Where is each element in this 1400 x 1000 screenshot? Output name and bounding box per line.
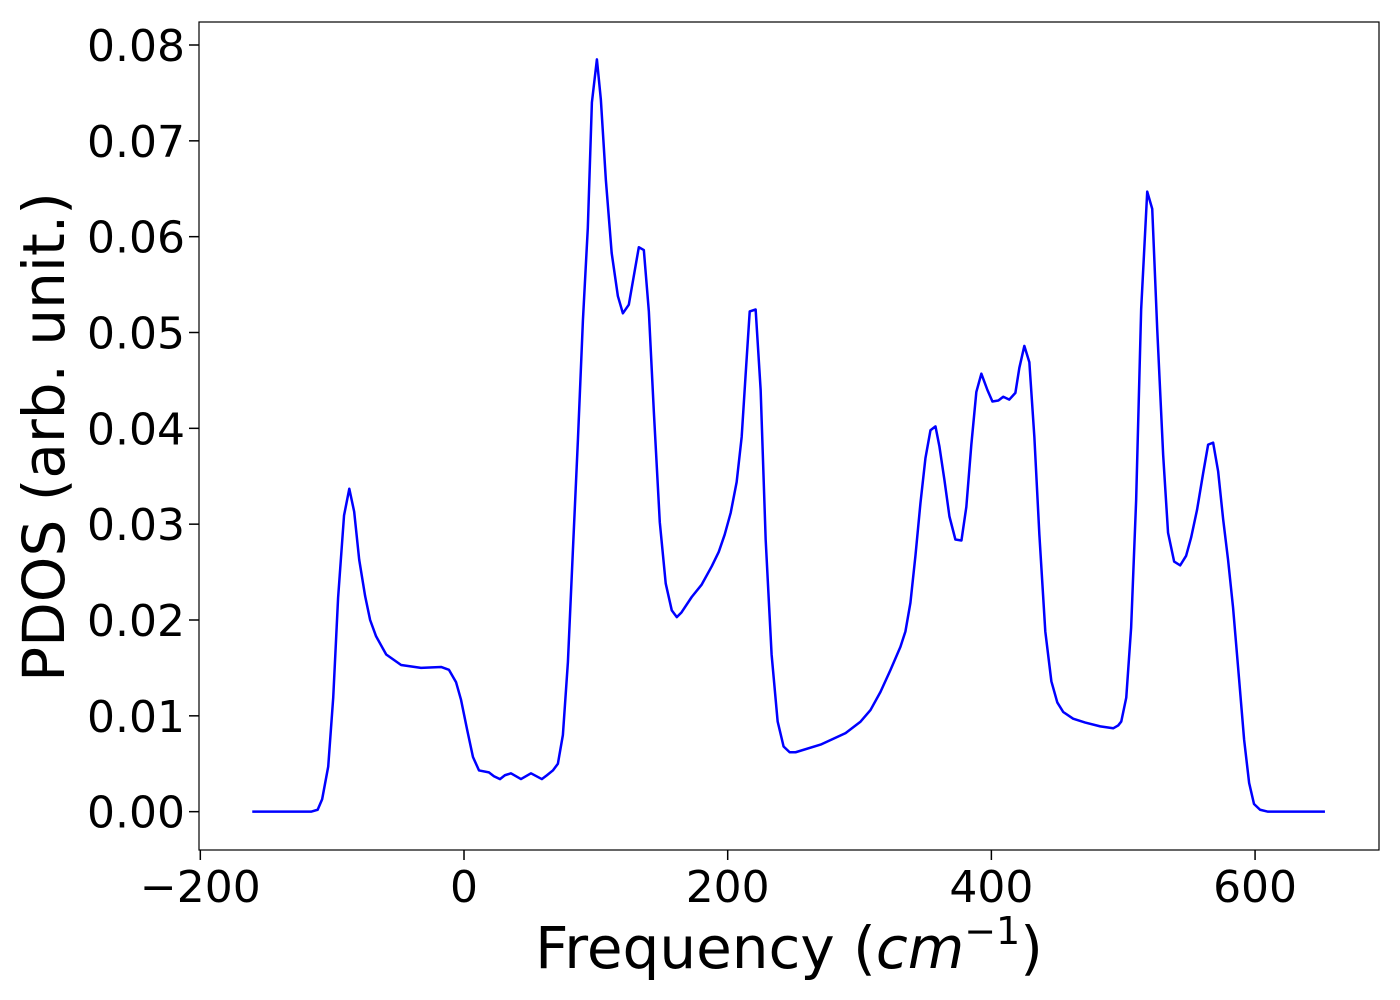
x-label-superscript: −1 [964,909,1020,953]
x-tick-label: 400 [949,862,1033,913]
x-tick-label: 0 [450,862,478,913]
y-tick-label: 0.00 [87,788,185,839]
y-axis-label: PDOS (arb. unit.) [10,192,78,682]
x-axis-label: Frequency (cm−1) [535,909,1043,982]
data-line [252,58,1325,813]
y-tick-label: 0.06 [87,213,185,264]
y-tick-label: 0.07 [87,117,185,168]
x-label-text: Frequency ( [535,914,876,982]
y-tick-label: 0.08 [87,21,185,72]
x-tick-label: 600 [1213,862,1297,913]
y-tick-label: 0.03 [87,500,185,551]
x-label-text: ) [1020,914,1043,982]
y-tick-label: 0.04 [87,404,185,455]
x-tick-label: −200 [140,862,261,913]
x-tick-label: 200 [686,862,770,913]
x-label-math: cm [876,914,964,982]
plot-frame [198,21,1380,851]
y-tick-label: 0.02 [87,596,185,647]
y-tick-label: 0.05 [87,309,185,360]
y-tick-label: 0.01 [87,692,185,743]
